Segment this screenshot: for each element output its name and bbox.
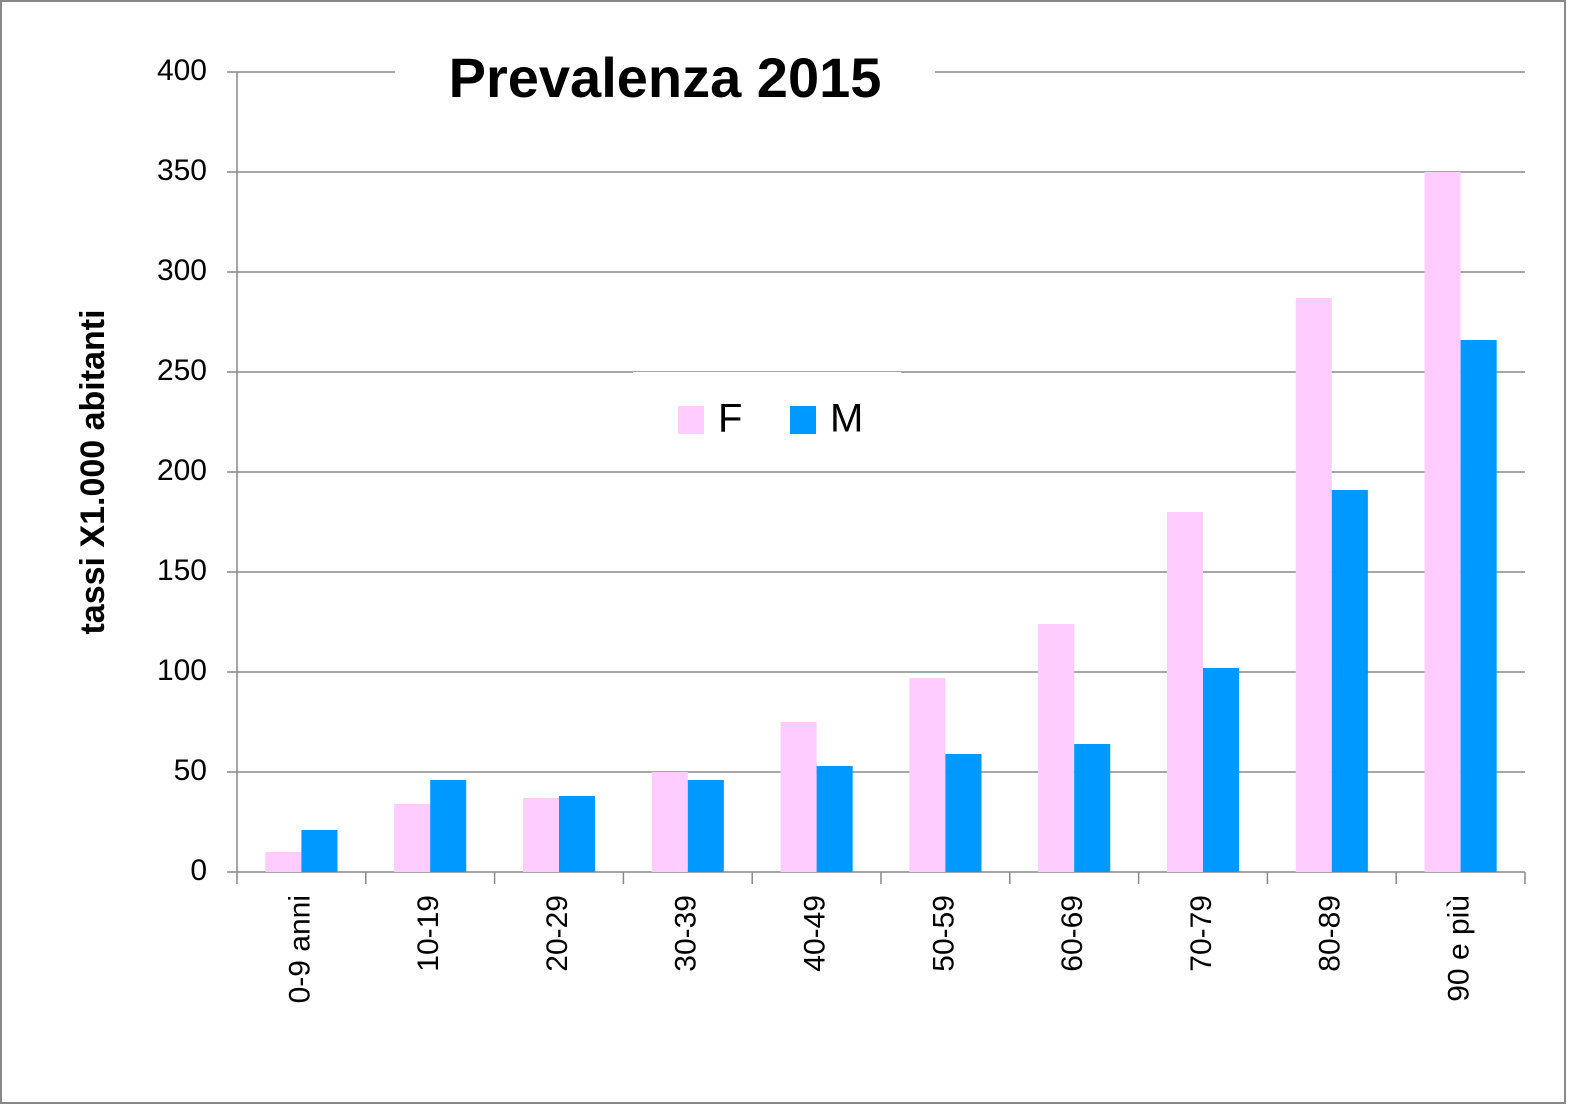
y-tick-label: 0 <box>190 854 207 887</box>
bar <box>1424 172 1461 872</box>
chart-title: Prevalenza 2015 <box>449 46 882 109</box>
bar <box>1295 298 1332 872</box>
bar <box>559 796 596 872</box>
bar <box>1203 668 1240 872</box>
bar <box>430 780 467 872</box>
bar <box>1074 744 1111 872</box>
bar <box>651 772 688 872</box>
bar <box>1166 512 1203 872</box>
y-tick-label: 150 <box>157 554 207 587</box>
y-tick-label: 350 <box>157 154 207 187</box>
y-tick-label: 200 <box>157 454 207 487</box>
bar <box>301 830 338 872</box>
bar <box>945 754 982 872</box>
x-tick-label: 50-59 <box>927 895 960 972</box>
x-tick-label: 0-9 anni <box>283 895 316 1003</box>
x-tick-label: 60-69 <box>1056 895 1089 972</box>
x-tick-label: 20-29 <box>541 895 574 972</box>
y-tick-label: 100 <box>157 654 207 687</box>
bar <box>394 804 431 872</box>
x-tick-label: 70-79 <box>1185 895 1218 972</box>
y-tick-label: 250 <box>157 354 207 387</box>
y-axis-label: tassi X1.000 abitanti <box>74 309 112 634</box>
plot-area: 0 50 100 150 200 250 300 350 400 0-9 anni 10-19 20-… <box>157 54 1526 1003</box>
bar <box>780 722 817 872</box>
bar <box>909 678 946 872</box>
bar <box>1331 490 1368 872</box>
legend-swatch <box>678 406 704 434</box>
bar <box>522 798 559 872</box>
legend-swatch <box>790 406 816 434</box>
y-tick-label: 300 <box>157 254 207 287</box>
bar <box>265 852 302 872</box>
bar <box>1460 340 1497 872</box>
legend <box>633 372 901 470</box>
y-tick-label: 50 <box>174 754 207 787</box>
title-background <box>395 45 935 115</box>
bar <box>687 780 724 872</box>
y-tick-label: 400 <box>157 54 207 87</box>
x-tick-label: 80-89 <box>1314 895 1347 972</box>
bar <box>1038 624 1075 872</box>
legend-label: M <box>830 397 863 441</box>
bar <box>816 766 853 872</box>
x-tick-label: 10-19 <box>412 895 445 972</box>
x-tick-label: 30-39 <box>670 895 703 972</box>
x-tick-label: 90 e più <box>1443 895 1476 1002</box>
x-tick-label: 40-49 <box>799 895 832 972</box>
legend-label: F <box>718 397 742 441</box>
